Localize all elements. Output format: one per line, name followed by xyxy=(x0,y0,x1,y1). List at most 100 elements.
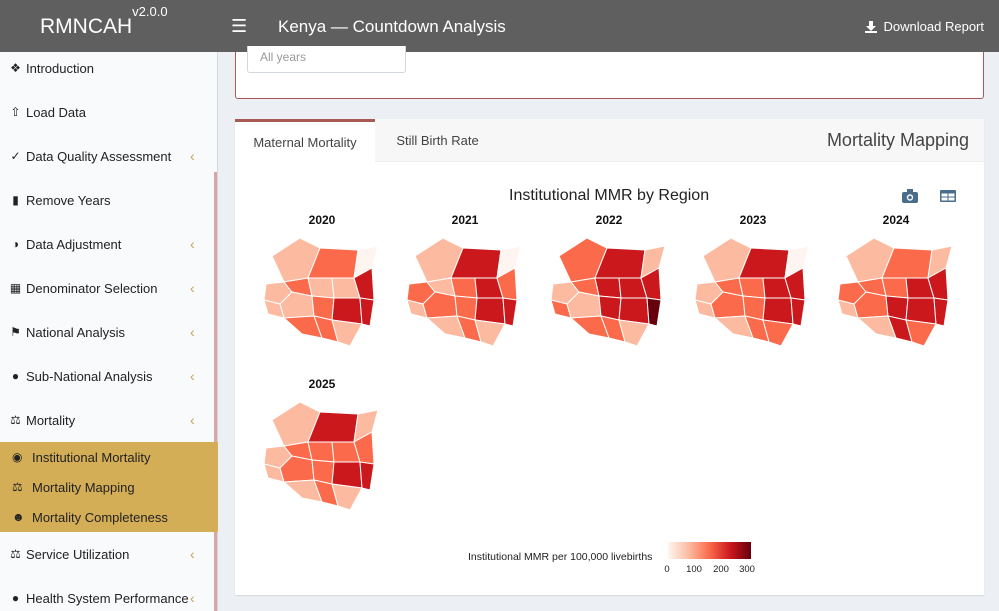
sidebar-item-label: Load Data xyxy=(26,104,86,120)
scale-icon: ⚖ xyxy=(10,547,21,561)
map-marker-icon: ◉ xyxy=(12,450,23,464)
sidebar-item-label: Sub-National Analysis xyxy=(26,368,153,384)
sidebar-scrollbar[interactable] xyxy=(214,172,217,611)
globe-icon: ● xyxy=(11,369,20,383)
chevron-left-icon: ‹ xyxy=(190,236,195,252)
chevron-left-icon: ‹ xyxy=(190,368,195,384)
chart-title: Institutional MMR by Region xyxy=(509,187,710,204)
map-year-label: 2025 xyxy=(308,377,336,391)
sidebar-item-subnational-analysis[interactable]: ● Sub-National Analysis ‹ xyxy=(0,358,218,394)
legend-color-bar xyxy=(668,542,751,559)
map-region[interactable] xyxy=(618,319,650,347)
map-region[interactable] xyxy=(331,319,363,347)
globe-icon: ● xyxy=(11,591,20,605)
version-label: v2.0.0 xyxy=(132,4,168,19)
sidebar-item-service-utilization[interactable]: ⚖ Service Utilization ‹ xyxy=(0,536,218,572)
sidebar-item-national-analysis[interactable]: ⚑ National Analysis ‹ xyxy=(0,314,218,350)
legend-tick: 100 xyxy=(686,564,702,575)
sidebar-subitem-label: Mortality Mapping xyxy=(32,479,135,495)
sidebar-item-load-data[interactable]: ⇧ Load Data xyxy=(0,94,218,130)
card-title: Mortality Mapping xyxy=(826,130,969,150)
tab-maternal-mortality[interactable]: Maternal Mortality xyxy=(235,119,375,162)
app-brand[interactable]: RMNCAHv2.0.0 xyxy=(0,0,218,52)
legend-tick: 0 xyxy=(664,564,670,575)
sidebar-item-label: Service Utilization xyxy=(26,546,130,562)
calculator-icon: ▦ xyxy=(9,281,22,295)
map-region[interactable] xyxy=(933,297,949,327)
upload-icon: ⇧ xyxy=(10,105,21,119)
sidebar-toggle-button[interactable]: ☰ xyxy=(231,16,248,36)
legend-tick: 300 xyxy=(739,564,755,575)
table-icon[interactable] xyxy=(939,188,957,204)
map-region[interactable] xyxy=(905,319,937,347)
sidebar-item-health-system[interactable]: ● Health System Performance ‹ xyxy=(0,580,218,611)
map-region[interactable] xyxy=(881,277,909,299)
map-year-label: 2021 xyxy=(451,213,479,227)
sidebar-subitem-label: Institutional Mortality xyxy=(32,449,151,465)
sidebar-subitem-mortality-mapping[interactable]: ⚖ Mortality Mapping xyxy=(0,472,218,502)
camera-icon[interactable] xyxy=(901,188,919,204)
year-select[interactable]: All years xyxy=(247,46,406,73)
sidebar-item-label: Remove Years xyxy=(26,192,111,208)
legend-title: Institutional MMR per 100,000 livebirths xyxy=(468,551,653,563)
sidebar-item-label: Introduction xyxy=(26,60,94,76)
trash-icon: ▮ xyxy=(12,193,19,207)
chevron-left-icon: ‹ xyxy=(190,148,195,164)
map-region[interactable] xyxy=(359,461,375,491)
kenya-choropleth-map[interactable] xyxy=(549,234,669,354)
map-region[interactable] xyxy=(307,277,335,299)
sidebar-item-data-quality[interactable]: ✓ Data Quality Assessment ‹ xyxy=(0,138,218,174)
map-region[interactable] xyxy=(502,297,518,327)
kenya-choropleth-map[interactable] xyxy=(262,398,382,518)
sidebar-item-mortality[interactable]: ⚖ Mortality ‹ xyxy=(0,402,218,438)
sidebar-item-remove-years[interactable]: ▮ Remove Years xyxy=(0,182,218,218)
sidebar-subitem-institutional-mortality[interactable]: ◉ Institutional Mortality xyxy=(0,442,218,472)
sidebar-item-introduction[interactable]: ❖ Introduction xyxy=(0,50,218,86)
kenya-choropleth-map[interactable] xyxy=(693,234,813,354)
chevron-left-icon: ‹ xyxy=(190,280,195,296)
adjust-icon: ◑ xyxy=(11,237,20,251)
sidebar-item-label: Denominator Selection xyxy=(26,280,158,296)
map-year-label: 2023 xyxy=(739,213,767,227)
sidebar-item-label: Data Adjustment xyxy=(26,236,122,252)
map-region[interactable] xyxy=(738,277,766,299)
sidebar-item-data-adjustment[interactable]: ◑ Data Adjustment ‹ xyxy=(0,226,218,262)
user-slash-icon: ☻ xyxy=(12,510,25,524)
map-year-label: 2020 xyxy=(308,213,336,227)
map-year-label: 2022 xyxy=(595,213,623,227)
map-region[interactable] xyxy=(331,483,363,511)
map-region[interactable] xyxy=(450,277,478,299)
map-region[interactable] xyxy=(594,277,622,299)
download-icon xyxy=(864,20,877,33)
download-report-button[interactable]: Download Report xyxy=(864,19,984,34)
sidebar-item-label: National Analysis xyxy=(26,324,125,340)
mortality-mapping-card: Maternal Mortality Still Birth Rate Mort… xyxy=(235,119,984,595)
check-circle-icon: ✓ xyxy=(10,149,21,163)
info-circle-icon: ❖ xyxy=(10,61,21,75)
chevron-left-icon: ‹ xyxy=(190,546,195,562)
sidebar-item-label: Mortality xyxy=(26,412,76,428)
sidebar-subitem-label: Mortality Completeness xyxy=(32,509,168,525)
brand-name: RMNCAH xyxy=(40,15,133,38)
flag-icon: ⚑ xyxy=(10,325,21,339)
map-region[interactable] xyxy=(474,319,506,347)
top-header: RMNCAHv2.0.0 ☰ Kenya — Countdown Analysi… xyxy=(0,0,999,52)
chevron-left-icon: ‹ xyxy=(190,412,195,428)
download-report-label: Download Report xyxy=(883,19,984,34)
map-region[interactable] xyxy=(762,319,794,347)
map-region[interactable] xyxy=(359,297,375,327)
map-region[interactable] xyxy=(307,441,335,463)
kenya-choropleth-map[interactable] xyxy=(836,234,956,354)
tab-still-birth-rate[interactable]: Still Birth Rate xyxy=(396,133,479,148)
chevron-left-icon: ‹ xyxy=(190,324,195,340)
mortality-submenu xyxy=(0,442,218,532)
scale-icon: ⚖ xyxy=(12,480,23,494)
sidebar-item-denominator[interactable]: ▦ Denominator Selection ‹ xyxy=(0,270,218,306)
map-region[interactable] xyxy=(646,297,662,327)
map-region[interactable] xyxy=(790,297,806,327)
scale-icon: ⚖ xyxy=(10,413,21,427)
sidebar-subitem-mortality-completeness[interactable]: ☻ Mortality Completeness xyxy=(0,502,218,532)
kenya-choropleth-map[interactable] xyxy=(405,234,525,354)
sidebar-item-label: Data Quality Assessment xyxy=(26,148,172,164)
kenya-choropleth-map[interactable] xyxy=(262,234,382,354)
